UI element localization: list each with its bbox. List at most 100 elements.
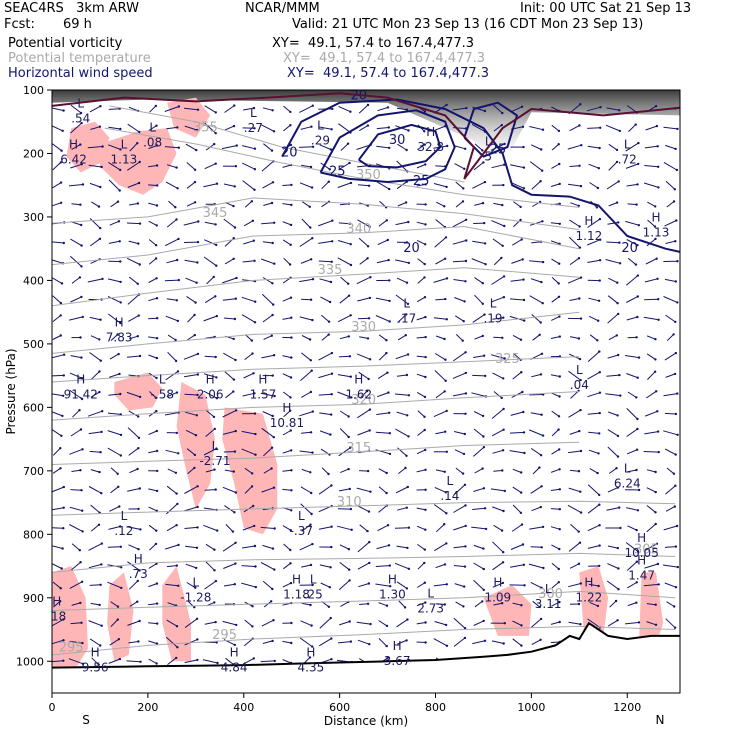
wind-vector-shaft xyxy=(394,562,410,570)
wind-vector-shaft xyxy=(127,427,140,439)
wind-vector-head xyxy=(445,583,448,586)
wind-vector-shaft xyxy=(260,660,275,663)
wind-vector-head xyxy=(80,244,83,247)
wind-vector-shaft xyxy=(126,222,141,225)
wind-vector-head xyxy=(407,220,410,224)
wind-vector-head xyxy=(177,146,180,149)
wind-vector-head xyxy=(424,468,427,471)
wind-vector-head xyxy=(424,601,427,604)
wind-vector-head xyxy=(502,407,505,411)
wind-vector-head xyxy=(155,204,159,207)
wind-vector-head xyxy=(176,126,179,129)
wind-vector-head xyxy=(232,390,235,393)
wind-vector-shaft xyxy=(435,258,446,265)
wind-vector-shaft xyxy=(107,430,122,436)
wind-vector-head xyxy=(521,543,525,546)
wind-vector-head xyxy=(62,353,66,356)
wind-vector-head xyxy=(271,547,275,550)
wind-vector-head xyxy=(615,148,619,152)
wind-vector-head xyxy=(368,358,372,361)
wind-vector-shaft xyxy=(606,374,620,377)
pv-extremum-kind: H xyxy=(206,373,215,387)
wind-vector-shaft xyxy=(260,562,275,571)
wind-vector-shaft xyxy=(301,431,312,434)
wind-vector-shaft xyxy=(551,544,560,550)
wind-vector-shaft xyxy=(416,239,426,245)
wind-vector-shaft xyxy=(242,260,255,263)
pv-extremum-value: 1.18 xyxy=(283,587,310,601)
wind-vector-shaft xyxy=(550,336,560,339)
wind-vector-head xyxy=(635,448,639,451)
wind-vector-shaft xyxy=(110,601,119,608)
wind-vector-head xyxy=(119,321,122,325)
wind-vector-shaft xyxy=(148,563,157,569)
wind-vector-shaft xyxy=(587,371,601,380)
wind-vector-shaft xyxy=(435,125,446,131)
wind-vector-head xyxy=(233,317,237,321)
wind-vector-shaft xyxy=(107,412,121,415)
wind-vector-head xyxy=(79,336,82,339)
wind-vector-shaft xyxy=(225,391,234,399)
wind-vector-shaft xyxy=(551,277,560,284)
wind-vector-head xyxy=(235,276,238,280)
wind-vector-shaft xyxy=(474,335,483,340)
wind-vector-head xyxy=(289,110,292,114)
north-end-label: N xyxy=(656,713,665,727)
wind-vector-shaft xyxy=(587,392,601,398)
wind-vector-shaft xyxy=(52,202,62,207)
wind-vector-shaft xyxy=(203,183,218,188)
wind-vector-shaft xyxy=(588,431,600,434)
wind-vector-head xyxy=(350,396,353,399)
model-title: SEAC4RS 3km ARW xyxy=(4,1,140,16)
wind-vector-shaft xyxy=(474,277,484,284)
wind-vector-shaft xyxy=(644,563,659,569)
wind-vector-shaft xyxy=(394,393,409,396)
wind-vector-shaft xyxy=(433,317,447,320)
wind-vector-head xyxy=(196,658,199,662)
wind-vector-shaft xyxy=(512,504,522,514)
wind-vector-shaft xyxy=(473,544,484,550)
wind-vector-head xyxy=(330,260,333,263)
wind-vector-shaft xyxy=(608,467,617,474)
wind-vector-shaft xyxy=(532,600,541,608)
wind-vector-head xyxy=(636,417,639,421)
wind-vector-head xyxy=(101,145,104,148)
wind-vector-shaft xyxy=(510,544,524,550)
wind-vector-head xyxy=(154,104,158,108)
wind-vector-head xyxy=(635,581,638,584)
wind-vector-shaft xyxy=(206,276,215,285)
wind-vector-shaft xyxy=(282,373,292,378)
wind-vector-head xyxy=(254,300,257,303)
wind-vector-head xyxy=(501,203,504,207)
wind-vector-head xyxy=(387,544,391,547)
wind-vector-head xyxy=(138,569,141,572)
field-xy-theta: XY= 49.1, 57.4 to 167.4,477.3 xyxy=(283,51,486,66)
pv-extremum-value: 1.12 xyxy=(576,229,603,243)
pv-extremum-kind: H xyxy=(426,125,435,139)
pv-extremum-value: .12 xyxy=(114,524,133,538)
wind-vector-head xyxy=(407,526,411,529)
wind-vector-head xyxy=(443,603,446,606)
wind-vector-head xyxy=(558,600,561,604)
wind-vector-head xyxy=(154,542,158,546)
wind-vector-head xyxy=(136,282,139,285)
wind-vector-shaft xyxy=(417,543,426,551)
wind-vector-head xyxy=(196,505,199,509)
pv-extremum-kind: H xyxy=(493,576,502,590)
wind-vector-shaft xyxy=(512,371,522,380)
wind-vector-head xyxy=(558,222,561,225)
wind-vector-head xyxy=(369,276,372,279)
wind-vector-shaft xyxy=(301,164,312,168)
wind-vector-head xyxy=(289,243,292,246)
wind-vector-head xyxy=(558,488,561,491)
wind-vector-head xyxy=(271,282,274,285)
wind-vector-shaft xyxy=(186,295,196,304)
wind-vector-shaft xyxy=(338,447,351,457)
wind-vector-head xyxy=(215,376,218,379)
wind-vector-head xyxy=(116,333,119,336)
wind-vector-shaft xyxy=(184,125,198,131)
wind-vector-head xyxy=(271,109,274,112)
wind-vector-shaft xyxy=(148,524,157,532)
wind-vector-shaft xyxy=(205,561,215,571)
wind-vector-shaft xyxy=(71,602,81,606)
